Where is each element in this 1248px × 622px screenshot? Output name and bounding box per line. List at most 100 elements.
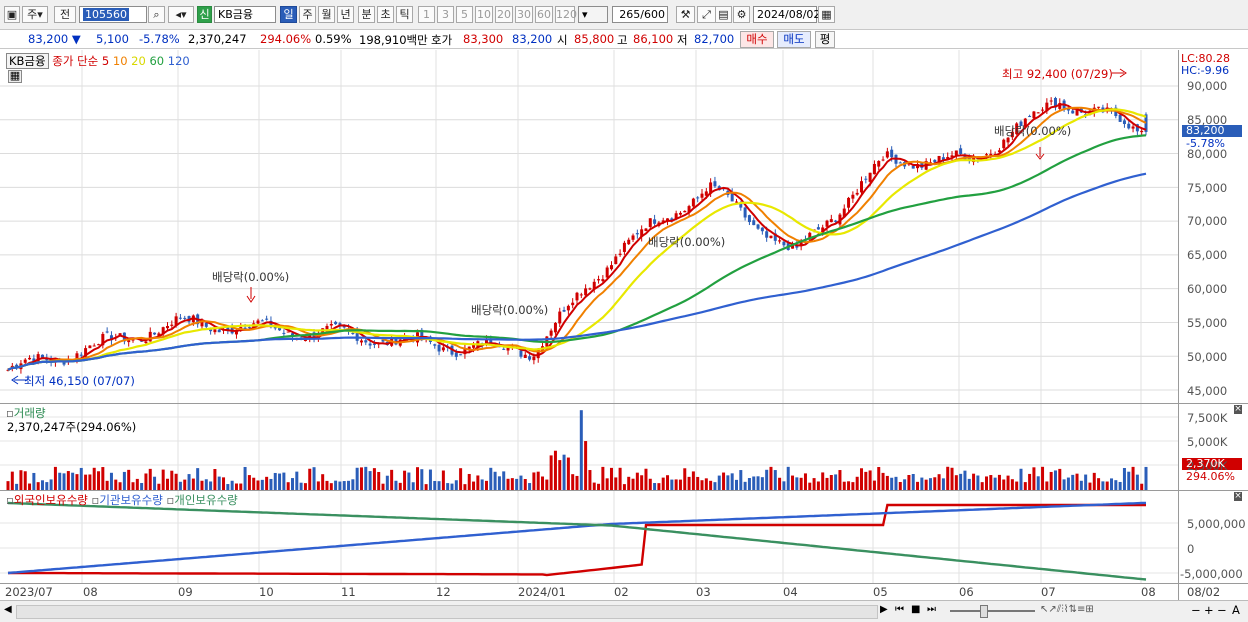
hoga-label: 호가: [431, 33, 453, 47]
scroll-bar[interactable]: ◀ ▶ ⏮ ■ ⏭ ↖↗⫽⫶⌇⇅≡⊞ − + − A: [0, 600, 1248, 622]
draw-tool-icon[interactable]: ⤢: [697, 6, 716, 23]
candle-body: [864, 178, 868, 180]
avg-button[interactable]: 평: [815, 31, 835, 48]
candle-body: [575, 292, 579, 301]
volume-bar: [1110, 478, 1114, 490]
candle-body: [79, 354, 83, 356]
volume-bar: [75, 474, 79, 490]
scroll-left-icon[interactable]: ◀: [4, 604, 12, 615]
zoom-in-icon[interactable]: +: [1204, 603, 1214, 617]
tab-month[interactable]: 월: [318, 6, 335, 23]
volume-bar: [903, 479, 907, 490]
candle-body: [946, 157, 950, 160]
stock-name-field[interactable]: KB금융: [214, 6, 276, 23]
search-icon[interactable]: ⌕: [148, 6, 165, 23]
candle-body: [756, 224, 760, 229]
institution-legend: 기관보유수량: [99, 493, 163, 507]
tab-second[interactable]: 초: [377, 6, 394, 23]
candle-body: [338, 323, 342, 326]
view-mode-select[interactable]: 주▾: [22, 6, 48, 23]
candle-body: [364, 340, 368, 343]
volume-bar: [523, 479, 527, 490]
speaker-icon[interactable]: ◂▾: [168, 6, 194, 23]
zoom-slider[interactable]: [950, 610, 1035, 612]
interval-30[interactable]: 30: [515, 6, 533, 23]
interval-20[interactable]: 20: [495, 6, 513, 23]
rewind-icon[interactable]: ⏮: [895, 604, 904, 615]
buy-button[interactable]: 매수: [740, 31, 774, 48]
prev-button[interactable]: 전: [54, 6, 76, 23]
volume-bar: [752, 476, 756, 490]
volume-bar: [937, 474, 941, 490]
stock-title[interactable]: KB금융: [6, 53, 49, 69]
individual-holder-line: [7, 501, 1147, 581]
candle-body: [342, 326, 346, 328]
volume-bars: [6, 410, 1148, 490]
zoom-out-icon[interactable]: −: [1191, 603, 1201, 617]
volume-bar: [566, 457, 570, 490]
candle-body: [372, 343, 376, 345]
minus-icon[interactable]: −: [1217, 603, 1227, 617]
volume-bar: [743, 481, 747, 490]
interval-120[interactable]: 120: [555, 6, 577, 23]
panel-marker-icon-4: ▫: [166, 493, 175, 507]
fast-forward-icon[interactable]: ⏭: [927, 604, 936, 615]
font-size-icon[interactable]: A: [1232, 603, 1240, 617]
window-icon[interactable]: ▣: [4, 6, 20, 23]
ma-line-5: [7, 103, 1147, 371]
volume-bar: [118, 482, 122, 490]
candle-body: [821, 227, 825, 233]
volume-bar: [416, 467, 420, 490]
draw-tools-icons[interactable]: ↖↗⫽⫶⌇⇅≡⊞: [1040, 604, 1094, 615]
candle-body: [178, 317, 182, 319]
tab-year[interactable]: 년: [337, 6, 354, 23]
volume-bar: [359, 467, 363, 490]
scroll-right-icon[interactable]: ▶: [880, 604, 888, 615]
volume-close-icon[interactable]: ×: [1234, 404, 1242, 414]
volume-bar: [312, 467, 316, 490]
stop-icon[interactable]: ■: [911, 604, 921, 615]
interval-custom-select[interactable]: ▾: [578, 6, 608, 23]
candle-body: [226, 327, 230, 330]
stock-code-input[interactable]: 105560: [79, 6, 147, 23]
zoom-slider-handle[interactable]: [980, 605, 988, 618]
volume-bar: [472, 481, 476, 490]
interval-60[interactable]: 60: [535, 6, 553, 23]
candle-body: [653, 219, 657, 224]
tab-week[interactable]: 주: [299, 6, 316, 23]
candle-body: [627, 239, 631, 245]
candle-body: [881, 159, 885, 161]
interval-3[interactable]: 3: [437, 6, 454, 23]
calendar-icon[interactable]: ▦: [818, 6, 835, 23]
interval-10[interactable]: 10: [475, 6, 493, 23]
tab-tick[interactable]: 틱: [396, 6, 413, 23]
candle-body: [523, 354, 527, 358]
scroll-track[interactable]: [16, 605, 878, 619]
candle-body: [670, 218, 674, 220]
volume-bar: [131, 482, 135, 490]
tab-minute[interactable]: 분: [358, 6, 375, 23]
volume-bar: [588, 470, 592, 490]
sell-button[interactable]: 매도: [777, 31, 811, 48]
y-tick-65000: 65,000: [1187, 248, 1228, 262]
volume-bar: [23, 471, 27, 490]
count-field[interactable]: 265/600: [612, 6, 668, 23]
volume-bar: [135, 478, 139, 490]
volume-bar: [502, 471, 506, 490]
volume-bar: [1131, 466, 1135, 490]
interval-5[interactable]: 5: [456, 6, 473, 23]
date-input[interactable]: 2024/08/02: [753, 6, 820, 23]
volume-bar: [532, 472, 536, 490]
x-label-07: 07: [1041, 585, 1056, 599]
chart-area[interactable]: [0, 50, 1248, 600]
indicator-icon[interactable]: ⚒: [676, 6, 695, 23]
panel-marker-icon-3: ▫: [91, 493, 100, 507]
holder-close-icon[interactable]: ×: [1234, 491, 1242, 501]
interval-1[interactable]: 1: [418, 6, 435, 23]
volume-bar: [898, 481, 902, 490]
gear-icon[interactable]: ⚙: [733, 6, 750, 23]
tab-day[interactable]: 일: [280, 6, 297, 23]
calculator-icon[interactable]: ▦: [8, 69, 22, 83]
save-icon[interactable]: ▤: [715, 6, 732, 23]
volume-bar: [247, 475, 251, 490]
